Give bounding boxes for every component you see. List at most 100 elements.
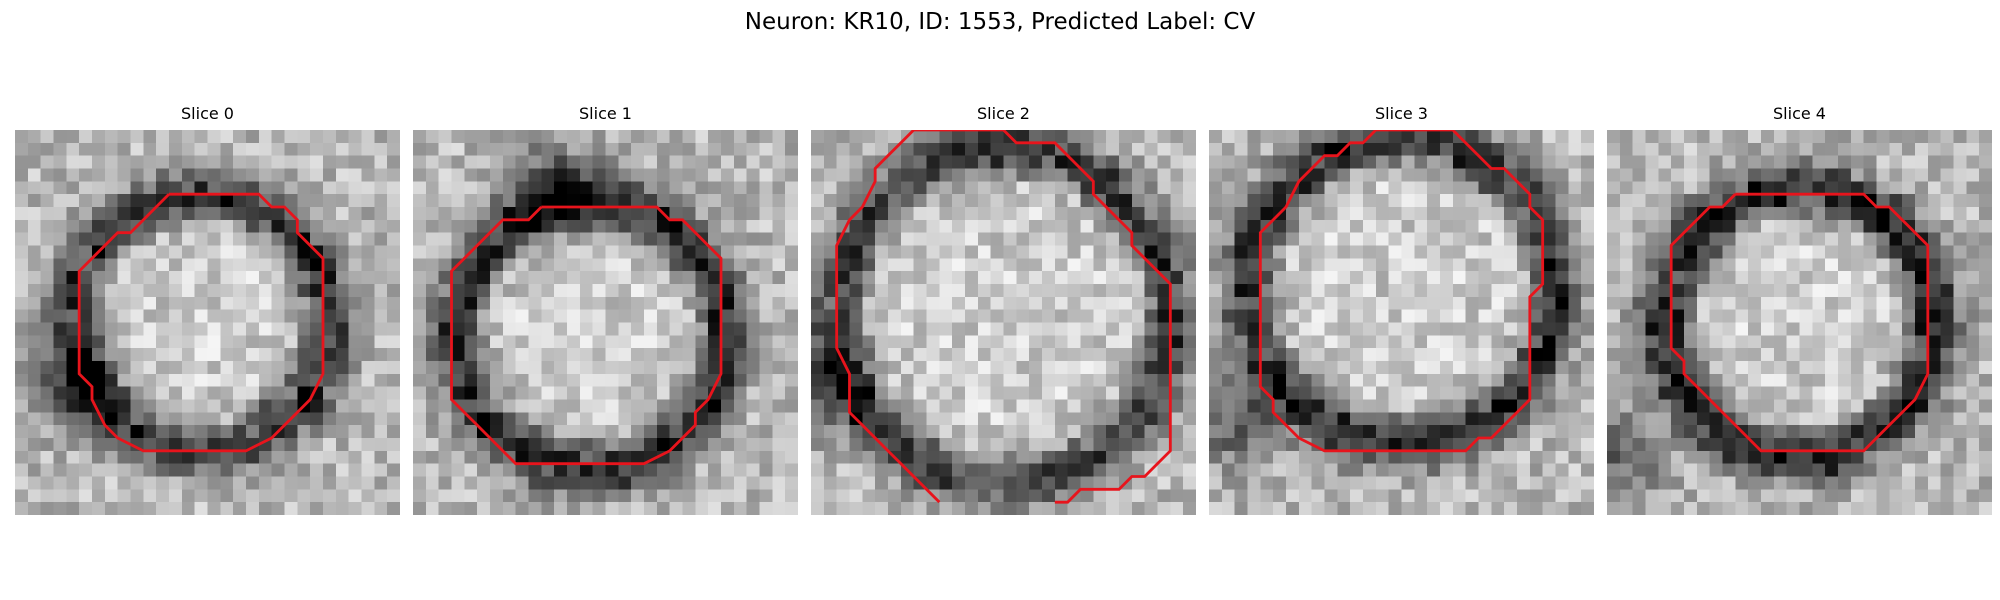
pixel-cell [1119,386,1133,400]
pixel-cell [823,476,837,490]
pixel-cell [361,271,375,285]
pixel-cell [849,489,863,503]
pixel-cell [1221,207,1235,221]
pixel-cell [271,489,285,503]
pixel-cell [900,489,914,503]
pixel-cell [1247,271,1261,285]
pixel-cell [965,373,979,387]
pixel-cell [1427,245,1441,259]
pixel-cell [1042,194,1056,208]
pixel-cell [297,194,311,208]
pixel-cell [1427,322,1441,336]
pixel-cell [605,373,619,387]
pixel-cell [1786,322,1800,336]
pixel-cell [1953,181,1967,195]
pixel-cell [733,271,747,285]
pixel-cell [515,438,529,452]
pixel-cell [1016,142,1030,156]
pixel-cell [438,502,452,515]
pixel-cell [1632,476,1646,490]
pixel-cell [567,194,581,208]
pixel-cell [1016,335,1030,349]
pixel-cell [130,168,144,182]
pixel-cell [1671,181,1685,195]
pixel-cell [1452,502,1466,515]
pixel-cell [1542,399,1556,413]
pixel-cell [1093,258,1107,272]
pixel-cell [79,207,93,221]
pixel-cell [169,476,183,490]
pixel-cell [1902,450,1916,464]
pixel-cell [1517,219,1531,233]
pixel-cell [1632,489,1646,503]
pixel-cell [1273,181,1287,195]
pixel-cell [1157,386,1171,400]
pixel-cell [233,386,247,400]
pixel-cell [413,412,427,426]
pixel-cell [1850,181,1864,195]
pixel-cell [1093,168,1107,182]
pixel-cell [952,155,966,169]
pixel-cell [1298,476,1312,490]
pixel-cell [785,155,798,169]
pixel-cell [1478,232,1492,246]
pixel-cell [579,489,593,503]
pixel-cell [759,258,773,272]
pixel-cell [1311,425,1325,439]
pixel-cell [271,399,285,413]
pixel-cell [310,335,324,349]
pixel-cell [862,219,876,233]
pixel-cell [708,476,722,490]
pixel-cell [425,130,439,144]
pixel-cell [477,373,491,387]
pixel-cell [515,142,529,156]
pixel-cell [541,476,555,490]
pixel-cell [772,168,786,182]
pixel-cell [554,489,568,503]
pixel-cell [926,399,940,413]
pixel-cell [464,219,478,233]
pixel-cell [1542,168,1556,182]
pixel-cell [1722,309,1736,323]
pixel-cell [1388,373,1402,387]
pixel-cell [888,296,902,310]
pixel-cell [1337,450,1351,464]
pixel-cell [1375,476,1389,490]
pixel-cell [721,130,735,144]
pixel-cell [1658,155,1672,169]
pixel-cell [361,130,375,144]
pixel-cell [1684,463,1698,477]
pixel-cell [1812,284,1826,298]
pixel-cell [1709,361,1723,375]
pixel-cell [181,386,195,400]
pixel-cell [977,155,991,169]
pixel-cell [502,271,516,285]
pixel-cell [1966,348,1980,362]
pixel-cell [374,463,388,477]
pixel-cell [849,296,863,310]
pixel-cell [862,373,876,387]
pixel-cell [1170,489,1184,503]
pixel-cell [631,425,645,439]
pixel-cell [1761,373,1775,387]
pixel-cell [977,322,991,336]
pixel-cell [15,438,29,452]
pixel-cell [413,348,427,362]
pixel-cell [1119,296,1133,310]
pixel-cell [374,296,388,310]
pixel-cell [1337,502,1351,515]
pixel-cell [156,168,170,182]
pixel-cell [1337,399,1351,413]
pixel-cell [952,296,966,310]
pixel-cell [1465,207,1479,221]
pixel-cell [1632,207,1646,221]
pixel-cell [1529,309,1543,323]
pixel-cell [310,271,324,285]
pixel-cell [1440,155,1454,169]
pixel-cell [900,412,914,426]
pixel-cell [579,348,593,362]
pixel-cell [1812,489,1826,503]
pixel-cell [15,502,29,515]
pixel-cell [1183,168,1196,182]
pixel-cell [117,335,131,349]
